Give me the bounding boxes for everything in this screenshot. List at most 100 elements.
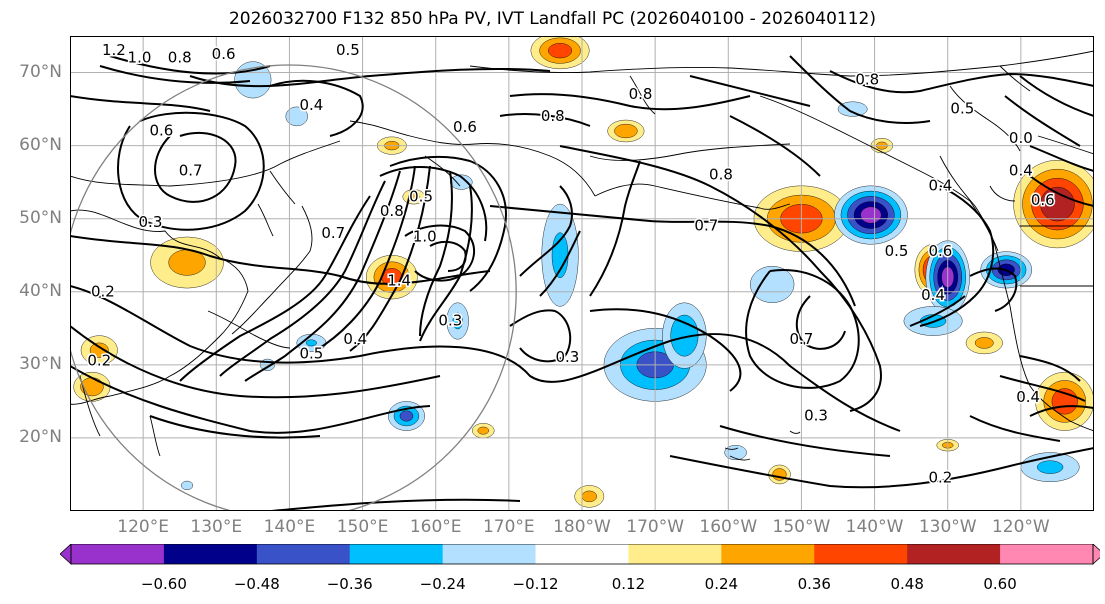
longitude-tick-label: 140°W bbox=[845, 517, 904, 537]
pc-anomaly-negative bbox=[834, 185, 908, 245]
contour-label: 0.5 bbox=[950, 100, 974, 118]
colorbar-tick-label: 0.36 bbox=[797, 575, 831, 593]
contour-label: 0.7 bbox=[694, 217, 718, 235]
pc-shade-band bbox=[974, 337, 994, 349]
colorbar-bin bbox=[628, 544, 722, 564]
colorbar-tick-label: −0.48 bbox=[233, 575, 280, 593]
contour-label: 0.2 bbox=[87, 352, 111, 370]
colorbar-bin bbox=[535, 544, 629, 564]
latitude-tick-label: 40°N bbox=[19, 280, 62, 301]
contour-label: 0.4 bbox=[928, 176, 952, 194]
contour-label: 1.2 bbox=[102, 41, 126, 59]
contour-label: 0.6 bbox=[453, 118, 477, 136]
pc-shade-band bbox=[285, 106, 308, 127]
colorbar-bin bbox=[349, 544, 444, 564]
contour-label: 0.3 bbox=[555, 348, 579, 366]
latitude-tick-label: 70°N bbox=[19, 61, 62, 82]
colorbar-bin bbox=[442, 544, 537, 564]
pc-anomaly-negative bbox=[446, 302, 469, 340]
contour-label: 0.3 bbox=[139, 213, 163, 231]
longitude-tick-label: 140°E bbox=[263, 517, 316, 537]
contour-label: 0.6 bbox=[212, 45, 236, 63]
range-circle bbox=[70, 64, 517, 511]
pc-anomaly-negative bbox=[750, 265, 795, 303]
colorbar-bin bbox=[907, 544, 1001, 564]
map-plot[interactable]: 1.2 1.0 0.8 0.6 0.5 0.4 0.6 0.7 0.3 0.2 0.2 0.5 0.4 0… bbox=[70, 36, 1094, 511]
pc-anomaly-positive bbox=[768, 464, 791, 485]
contour-label: 0.4 bbox=[299, 96, 323, 114]
colorbar-under-extend bbox=[60, 544, 72, 565]
pc-anomaly-positive bbox=[80, 335, 118, 366]
contour-label: 0.8 bbox=[629, 85, 653, 103]
longitude-tick-label: 170°W bbox=[626, 517, 685, 537]
pc-shade-band bbox=[837, 101, 868, 117]
pc-anomaly-negative bbox=[285, 106, 308, 127]
contour-label: 0.4 bbox=[1009, 162, 1033, 180]
longitude-tick-label: 160°W bbox=[699, 517, 758, 537]
contour-label: 0.6 bbox=[928, 242, 952, 260]
contour-label: 0.7 bbox=[321, 224, 345, 242]
pc-anomaly-positive bbox=[366, 255, 418, 300]
contour-label: 0.0 bbox=[1009, 129, 1033, 147]
latitude-tick-label: 20°N bbox=[19, 426, 62, 447]
colorbar-tick-label: 0.24 bbox=[704, 575, 739, 593]
contour-label: 0.4 bbox=[343, 330, 367, 348]
pc-shade-band bbox=[614, 123, 638, 139]
contour-label: 0.3 bbox=[438, 312, 462, 330]
contour-label: 1.4 bbox=[387, 271, 411, 289]
contour-label: 0.4 bbox=[921, 286, 945, 304]
pc-anomaly-negative bbox=[387, 401, 425, 431]
pc-anomaly-positive bbox=[472, 423, 495, 439]
colorbar-tick-label: 0.60 bbox=[983, 575, 1017, 593]
pc-anomaly-positive bbox=[73, 371, 111, 402]
pc-shade-band bbox=[305, 339, 317, 347]
contour-label: 0.5 bbox=[336, 41, 360, 59]
colorbar-over-extend bbox=[1092, 544, 1100, 565]
pc-shade-band bbox=[399, 410, 414, 422]
longitude-tick-label: 150°E bbox=[336, 517, 389, 537]
colorbar-bin bbox=[163, 544, 258, 564]
figure-title: 2026032700 F132 850 hPa PV, IVT Landfall… bbox=[228, 9, 876, 29]
contour-label: 0.2 bbox=[928, 469, 952, 487]
colorbar-bin bbox=[256, 544, 351, 564]
contour-label: 0.2 bbox=[91, 282, 115, 300]
pc-anomaly-positive bbox=[574, 485, 605, 508]
contour-label: 0.8 bbox=[709, 165, 733, 183]
pc-anomaly-positive bbox=[965, 331, 1003, 355]
pc-shade-band bbox=[860, 206, 882, 224]
pc-shade-band bbox=[548, 43, 573, 59]
longitude-tick-label: 130°W bbox=[918, 517, 977, 537]
contour-label: 0.5 bbox=[885, 242, 909, 260]
longitude-tick-label: 180°W bbox=[553, 517, 611, 537]
pc-anomaly-positive bbox=[607, 119, 645, 143]
colorbar-bin bbox=[71, 544, 165, 564]
contour-label: 0.4 bbox=[1016, 388, 1040, 406]
contour-label: 1.0 bbox=[128, 48, 152, 66]
pc-anomaly-negative bbox=[541, 203, 579, 307]
colorbar-tick-label: −0.60 bbox=[140, 575, 187, 593]
pc-anomaly-positive bbox=[530, 36, 590, 70]
coastlines bbox=[70, 50, 1094, 461]
map-frame bbox=[70, 36, 1094, 511]
latitude-tick-label: 50°N bbox=[19, 207, 62, 228]
longitude-tick-label: 160°E bbox=[409, 517, 462, 537]
pc-shade-band bbox=[581, 490, 597, 503]
contour-label: 0.5 bbox=[409, 187, 433, 205]
contour-label: 0.6 bbox=[1031, 191, 1055, 209]
contour-label: 0.7 bbox=[179, 162, 203, 180]
contour-label: 0.6 bbox=[149, 122, 173, 140]
colorbar-bin bbox=[721, 544, 815, 564]
contour-label: 0.3 bbox=[804, 407, 828, 425]
longitude-tick-label: 120°W bbox=[991, 517, 1050, 537]
contour-label: 0.8 bbox=[168, 48, 192, 66]
latitude-tick-label: 60°N bbox=[19, 134, 62, 155]
colorbar bbox=[60, 544, 1100, 565]
contour-label: 0.8 bbox=[855, 70, 879, 88]
pc-shade-band bbox=[1040, 186, 1075, 222]
pc-shade-band bbox=[452, 312, 463, 330]
pc-shade-band bbox=[1037, 460, 1064, 474]
colorbar-tick-label: −0.24 bbox=[419, 575, 466, 593]
contour-label: 0.8 bbox=[380, 202, 404, 220]
pc-anomaly-positive bbox=[1035, 371, 1094, 431]
colorbar-tick-label: 0.48 bbox=[890, 575, 924, 593]
